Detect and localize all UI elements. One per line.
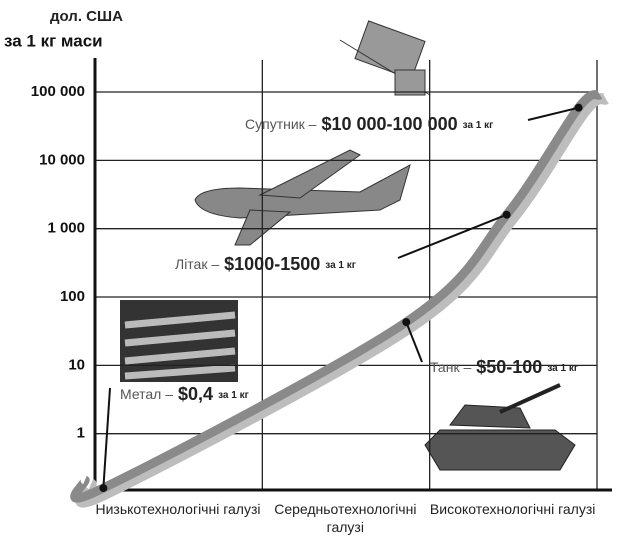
annotation: Супутник –$10 000-100 000 за 1 кг [245,114,493,134]
y-tick-label: 100 [60,288,85,305]
annotation-currency: $ [476,357,486,377]
annotation-price: 10 000-100 000 [331,114,457,134]
point [99,484,107,492]
annotation-currency: $ [224,254,234,274]
annotation-label: Супутник – [245,116,317,132]
infographic: дол. США за 1 кг маси 1 10 100 1 000 10 000 1… [0,0,629,538]
x-category-label: Середньотехнологічні галузі [262,500,428,536]
annotation-price: 0,4 [188,384,213,404]
annotation-label: Літак – [175,256,219,272]
y-tick-label: 1 [77,425,85,442]
annotation-label: Метал – [120,386,173,402]
annotation-price: 50-100 [486,357,542,377]
annotation-currency: $ [178,384,188,404]
annotation-unit: за 1 кг [547,363,578,374]
point [503,211,511,219]
y-tick-label: 10 [68,356,85,373]
annotation-label: Танк – [430,359,471,375]
annotation: Метал – $0,4 за 1 кг [120,384,249,404]
y-title: дол. США [50,8,123,25]
y-tick-label: 1 000 [47,220,85,237]
chart: дол. США за 1 кг маси 1 10 100 1 000 10 000 1… [0,0,629,538]
metal-picture [120,300,238,382]
y-title: за 1 кг маси [4,31,103,50]
satellite-picture [340,21,430,95]
plane-picture [195,150,410,245]
annotation: Танк – $50-100 за 1 кг [430,357,578,377]
annotation-unit: за 1 кг [218,390,249,401]
annotation-currency: $ [321,114,331,134]
y-tick-label: 10 000 [39,151,85,168]
y-tick-label: 100 000 [31,83,85,100]
x-category-label: Низькотехнологічні галузі [95,500,261,518]
leader-line [103,388,110,488]
annotation-unit: за 1 кг [325,260,356,271]
point [575,104,583,112]
tank-picture [425,385,575,470]
point [402,318,410,326]
annotation-price: 1000-1500 [234,254,320,274]
x-category-label: Високотехнологічні галузі [430,500,596,518]
annotation-unit: за 1 кг [463,120,494,131]
annotation: Літак – $1000-1500 за 1 кг [175,254,356,274]
